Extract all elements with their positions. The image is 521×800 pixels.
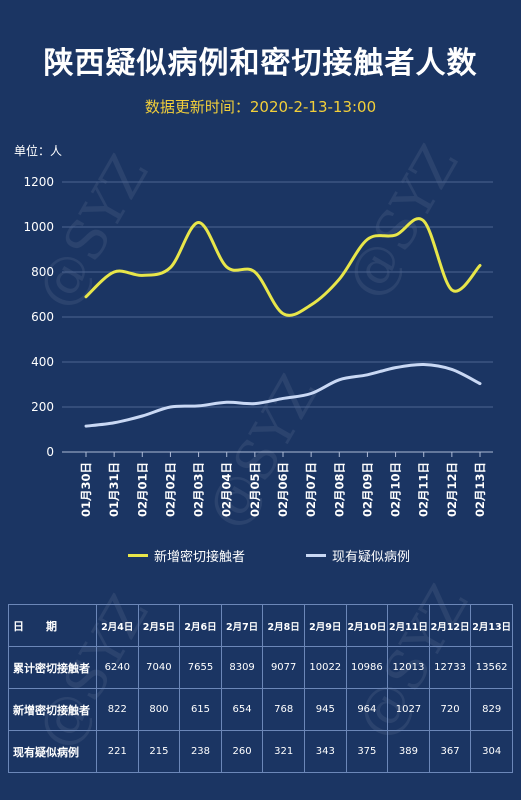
table-header-row: 日 期 2月4日 2月5日 2月6日 2月7日 2月8日 2月9日 2月10日 2月11日 2月1…	[8, 604, 513, 647]
table-header-cell: 日 期	[8, 604, 97, 647]
legend-suspected: 现有疑似病例	[306, 546, 410, 565]
y-tick-label: 400	[31, 355, 54, 369]
table-cell: 13562	[470, 646, 513, 689]
table-cell: 829	[470, 688, 513, 731]
table-date-cell: 2月13日	[470, 604, 513, 647]
x-tick-label: 02月10日	[389, 462, 403, 517]
table-cell: 6240	[96, 646, 139, 689]
table-cell: 304	[470, 730, 513, 773]
x-tick-label: 02月04日	[220, 462, 234, 517]
table-date-cell: 2月10日	[345, 604, 389, 647]
x-tick-label: 02月01日	[135, 462, 149, 517]
x-tick-label: 02月03日	[192, 462, 206, 517]
table-cell: 615	[179, 688, 222, 731]
y-tick-label: 1000	[23, 220, 54, 234]
x-tick-label: 02月11日	[417, 462, 431, 517]
table-cell: 260	[220, 730, 264, 773]
table-cell: 964	[345, 688, 389, 731]
table-date-cell: 2月9日	[303, 604, 347, 647]
table-row: 新增密切接触者 822 800 615 654 768 945 964 1027 720 829	[8, 688, 513, 731]
table-row: 累计密切接触者 6240 7040 7655 8309 9077 10022 10986 120…	[8, 646, 513, 689]
x-tick-label: 02月07日	[304, 462, 318, 517]
x-tick-label: 01月30日	[79, 462, 93, 517]
page-title: 陕西疑似病例和密切接触者人数	[43, 46, 478, 81]
series-line-contacts	[84, 217, 482, 317]
table-cell: 389	[387, 730, 430, 773]
x-tick-label: 02月13日	[473, 462, 487, 517]
table-cell: 1027	[387, 688, 430, 731]
table-date-cell: 2月8日	[262, 604, 305, 647]
table-cell: 375	[345, 730, 389, 773]
table-cell: 654	[220, 688, 264, 731]
table-date-cell: 2月4日	[96, 604, 139, 647]
table-cell: 945	[303, 688, 347, 731]
data-table: 日 期 2月4日 2月5日 2月6日 2月7日 2月8日 2月9日 2月10日 2月11日 2月1…	[8, 604, 513, 773]
y-tick-label: 1200	[23, 175, 54, 189]
x-tick-label: 02月02日	[163, 462, 177, 517]
table-cell: 321	[262, 730, 305, 773]
table-cell: 12013	[387, 646, 430, 689]
x-tick-label: 02月09日	[360, 462, 374, 517]
table-cell: 10022	[303, 646, 347, 689]
unit-label: 单位：人	[14, 144, 63, 158]
table-cell: 8309	[220, 646, 264, 689]
table-row-label: 新增密切接触者	[8, 688, 97, 731]
legend-swatch	[128, 554, 148, 557]
table-cell: 7040	[137, 646, 181, 689]
table-cell: 221	[96, 730, 139, 773]
x-tick-label: 02月08日	[332, 462, 346, 517]
table-cell: 238	[179, 730, 222, 773]
y-tick-label: 600	[31, 310, 54, 324]
table-cell: 10986	[345, 646, 389, 689]
legend-label: 新增密切接触者	[154, 550, 246, 565]
table-cell: 7655	[179, 646, 222, 689]
table-cell: 720	[428, 688, 472, 731]
table-cell: 343	[303, 730, 347, 773]
x-tick-label: 01月31日	[107, 462, 121, 517]
table-cell: 800	[137, 688, 181, 731]
y-tick-label: 800	[31, 265, 54, 279]
x-tick-label: 02月05日	[248, 462, 262, 517]
table-row: 现有疑似病例 221 215 238 260 321 343 375 389 367 304	[8, 730, 513, 773]
x-tick-label: 02月06日	[276, 462, 290, 517]
y-tick-label: 0	[46, 445, 54, 459]
table-cell: 822	[96, 688, 139, 731]
legend-label: 现有疑似病例	[332, 550, 411, 565]
table-cell: 367	[428, 730, 472, 773]
table-row-label: 累计密切接触者	[8, 646, 97, 689]
table-date-cell: 2月12日	[428, 604, 472, 647]
update-time: 数据更新时间：2020-2-13-13:00	[144, 98, 377, 116]
x-tick-label: 02月12日	[445, 462, 459, 517]
table-date-cell: 2月6日	[179, 604, 222, 647]
table-date-cell: 2月11日	[387, 604, 430, 647]
table-cell: 768	[262, 688, 305, 731]
line-chart: 0 200 400 600 800 1000 1200 01月30日 01月31日 02月01日…	[23, 175, 493, 517]
table-cell: 9077	[262, 646, 305, 689]
table-cell: 12733	[428, 646, 472, 689]
legend-swatch	[306, 554, 326, 557]
series-line-suspected	[84, 362, 482, 428]
y-tick-label: 200	[31, 400, 54, 414]
table-row-label: 现有疑似病例	[8, 730, 97, 773]
legend-contacts: 新增密切接触者	[128, 546, 245, 565]
table-date-cell: 2月5日	[137, 604, 181, 647]
table-date-cell: 2月7日	[220, 604, 264, 647]
table-cell: 215	[137, 730, 181, 773]
